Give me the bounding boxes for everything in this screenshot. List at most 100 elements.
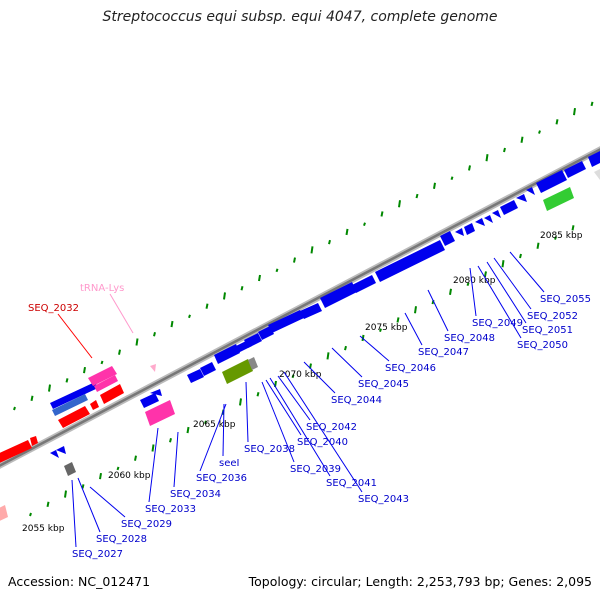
callout-line [222,403,225,457]
feature-cds [492,210,501,218]
callout-line [493,257,532,310]
callout-line [148,427,159,503]
callout[interactable]: SEQ_2032 [28,303,93,359]
feature-trna [94,375,118,392]
feature-label[interactable]: SEQ_2044 [331,395,382,406]
feature-label[interactable]: SEQ_2046 [385,363,436,374]
gc-tick [81,484,85,489]
feature-label[interactable]: SEQ_2043 [358,494,409,505]
feature-label[interactable]: SEQ_2047 [418,347,469,358]
callout[interactable]: SEQ_2044 [303,361,382,406]
gc-tick [118,349,121,355]
callout[interactable]: SEQ_2045 [331,347,409,390]
feature-label[interactable]: seeI [219,458,239,469]
gc-tick [310,246,314,254]
feature-label[interactable]: SEQ_2045 [358,379,409,390]
feature-rrna [0,505,8,521]
feature-label[interactable]: SEQ_2038 [244,444,295,455]
callout[interactable]: SEQ_2042 [277,375,357,433]
callout[interactable]: SEQ_2039 [261,381,341,475]
feature-label[interactable]: SEQ_2033 [145,504,196,515]
feature-cds [150,389,162,396]
callout-line [173,431,179,488]
feature-label[interactable]: SEQ_2027 [72,549,123,560]
feature-rrna [100,384,124,404]
callout[interactable]: SEQ_2050 [477,265,568,351]
feature-label[interactable]: SEQ_2052 [527,311,578,322]
feature-label[interactable]: SEQ_2034 [170,489,221,500]
feature-label[interactable]: SEQ_2050 [517,340,568,351]
kbp-markers: 2055 kbp 2060 kbp 2065 kbp 2070 kbp 2075 kbp… [22,231,583,534]
forward-strand-features[interactable] [0,151,600,465]
feature-cds [214,344,240,364]
callout[interactable]: SEQ_2051 [486,261,573,336]
gc-tick [379,328,382,333]
feature-label[interactable]: SEQ_2051 [522,325,573,336]
gc-tick [258,274,261,282]
gc-tick [555,119,559,125]
callout[interactable]: SEQ_2034 [170,431,221,500]
kbp-marker-label: 2075 kbp [365,323,408,333]
callout[interactable]: SEQ_2029 [89,486,172,530]
feature-label[interactable]: SEQ_2039 [290,464,341,475]
feature-label[interactable]: SEQ_2032 [28,303,79,314]
gc-tick [571,225,575,231]
callout-line [261,381,295,463]
callout-line [77,477,101,533]
callout[interactable]: SEQ_2040 [265,379,348,448]
feature-label[interactable]: tRNA-Lys [80,283,124,294]
gc-tick [466,282,470,286]
gc-tick [345,228,349,236]
feature-label[interactable]: SEQ_2048 [444,333,495,344]
feature-rrna [0,440,32,463]
callout[interactable]: SEQ_2027 [71,479,123,560]
feature-label[interactable]: SEQ_2041 [326,478,377,489]
callout[interactable]: SEQ_2038 [244,381,295,455]
gc-tick [256,391,260,397]
feature-label[interactable]: SEQ_2029 [121,519,172,530]
feature-pseudo [248,357,258,370]
feature-label[interactable]: SEQ_2036 [196,473,247,484]
reverse-strand-features[interactable] [0,187,574,523]
gc-tick [46,501,50,507]
gc-tick [30,395,34,401]
callout[interactable]: SEQ_2041 [269,377,377,489]
gc-tick [188,314,191,319]
kbp-marker-label: 2085 kbp [540,231,583,241]
gc-tick [275,268,279,273]
callout[interactable]: tRNA-Lys [80,283,134,334]
feature-label[interactable]: SEQ_2040 [297,437,348,448]
callout-line [277,375,311,421]
callout[interactable]: seeI [219,403,239,469]
feature-cds [375,240,445,282]
gc-tick [100,360,104,365]
feature-label[interactable]: SEQ_2042 [306,422,357,433]
gc-tick [484,271,487,277]
callout[interactable]: SEQ_2055 [509,251,591,305]
feature-callouts[interactable]: SEQ_2027 SEQ_2028 SEQ_2029 SEQ_2032tRNA-Lys… [28,251,591,560]
feature-cds [526,187,535,195]
callout[interactable]: SEQ_2048 [427,289,495,344]
gc-tick [363,222,366,227]
callout[interactable]: SEQ_2047 [404,312,469,358]
callout-line [71,479,77,548]
gc-tick [326,352,330,360]
callout[interactable]: SEQ_2052 [493,257,578,322]
feature-cds [50,382,98,409]
callout[interactable]: SEQ_2046 [359,335,436,374]
gc-tick [293,257,296,263]
kbp-marker-label: 2055 kbp [22,524,65,534]
callout[interactable]: SEQ_2049 [469,267,523,329]
callout[interactable]: SEQ_2028 [77,477,147,545]
feature-label[interactable]: SEQ_2028 [96,534,147,545]
feature-label[interactable]: SEQ_2049 [472,318,523,329]
callout[interactable]: SEQ_2036 [196,403,247,484]
gc-tick [291,374,295,379]
accession-text: Accession: NC_012471 [8,574,151,589]
callout[interactable]: SEQ_2043 [283,371,409,505]
feature-cds [455,228,464,236]
callout[interactable]: SEQ_2033 [145,427,196,515]
gc-tick [64,490,67,498]
feature-label[interactable]: SEQ_2055 [540,294,591,305]
